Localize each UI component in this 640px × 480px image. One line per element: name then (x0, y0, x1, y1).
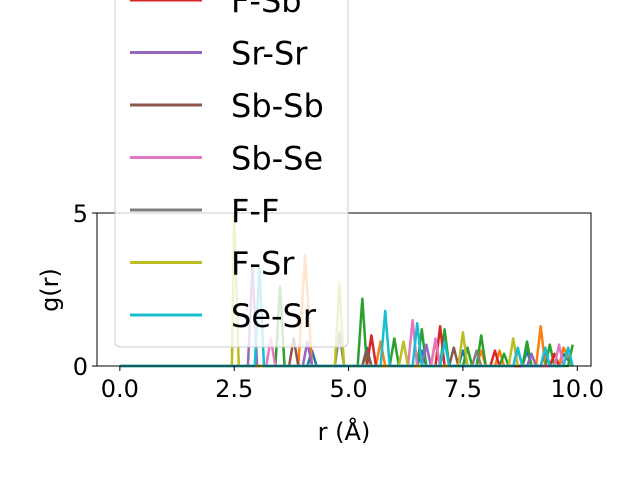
y-tick-label: 5 (73, 200, 88, 228)
x-tick-label: 0.0 (101, 375, 139, 403)
x-axis-label: r (Å) (318, 417, 371, 446)
legend-label: Sr-Sr (231, 35, 308, 73)
legend-label: Se-Sr (231, 297, 317, 335)
x-tick-label: 7.5 (444, 375, 482, 403)
legend-label: Sb-Se (231, 140, 323, 178)
x-axis: 0.0 2.5 5.0 7.5 10.0 (101, 366, 604, 403)
x-tick-label: 5.0 (329, 375, 367, 403)
y-axis-label: g(r) (36, 268, 64, 312)
legend-box (114, 0, 349, 348)
x-tick-label: 2.5 (215, 375, 253, 403)
y-axis: 05 (73, 200, 97, 381)
legend-label: F-Sr (231, 245, 295, 283)
legend-label: F-F (231, 192, 279, 230)
y-tick-label: 0 (73, 353, 88, 381)
legend-label: Sb-Sb (231, 87, 324, 125)
legend-label: F-Sb (231, 0, 302, 20)
x-tick-label: 10.0 (551, 375, 604, 403)
legend-entries: F-Sb Sr-Sr Sb-Sb Sb-Se F-F F-Sr Se-Sr (130, 0, 324, 335)
legend: F-Sb Sr-Sr Sb-Sb Sb-Se F-F F-Sr Se-Sr (114, 0, 349, 348)
